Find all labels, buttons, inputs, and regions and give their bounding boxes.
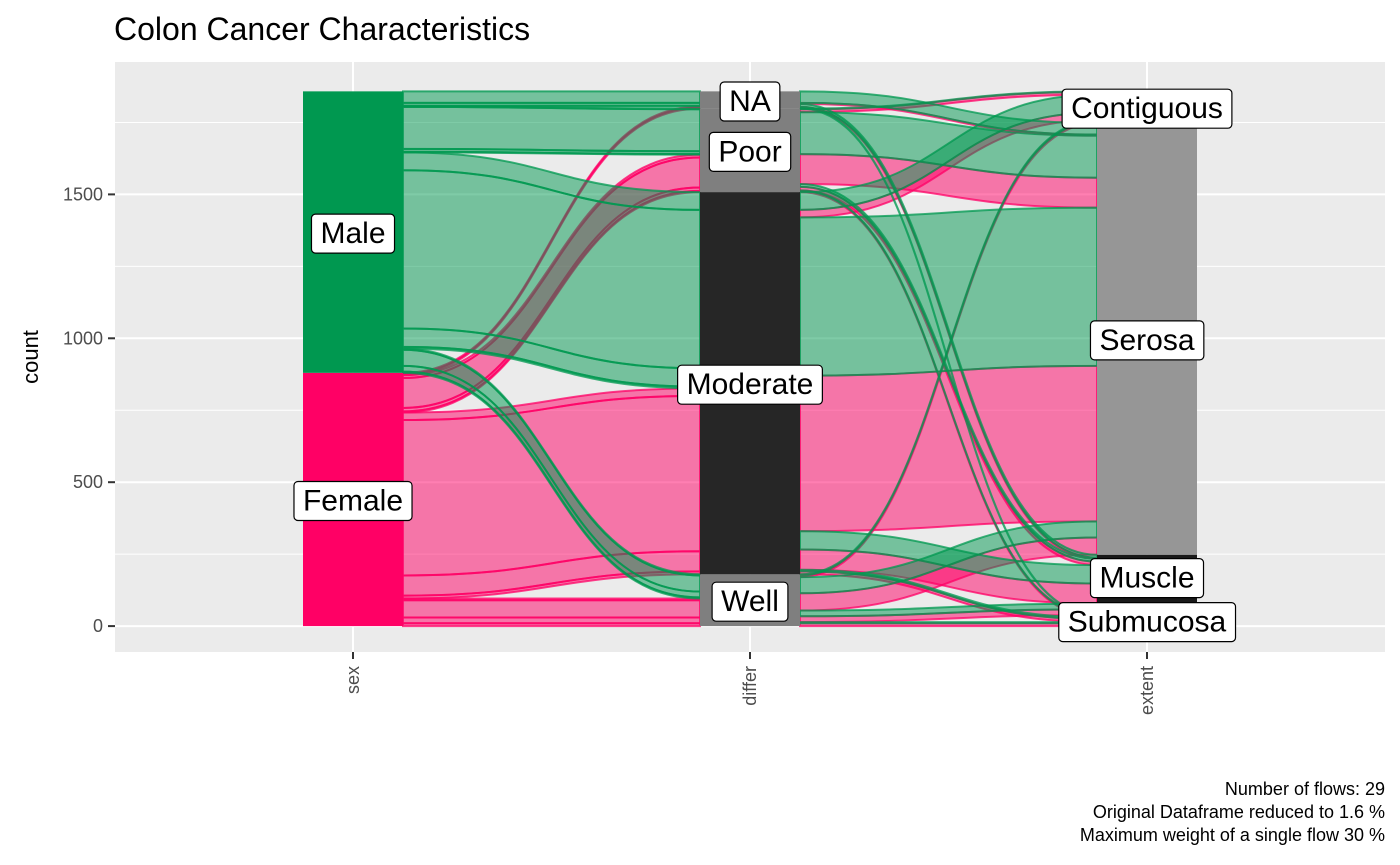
stratum-labels: Female Male Well Moderate Poor NA Submucosa Mus…: [293, 81, 1237, 643]
stratum-label-male: Male: [320, 217, 385, 250]
flow-ribbons: [402, 90, 1098, 628]
stratum-label-muscle: Muscle: [1099, 562, 1194, 595]
caption-line: Number of flows: 29: [1225, 779, 1385, 799]
y-tick-label: 0: [93, 616, 103, 636]
flow-ribbon-sex-differ: [402, 599, 701, 619]
x-axis: sex differ extent: [343, 652, 1157, 715]
stratum-label-box: [1058, 602, 1237, 643]
flow-ribbon-sex-differ: [402, 105, 701, 153]
flow-ribbon-sex-differ: [402, 597, 701, 602]
caption: Number of flows: 29 Original Dataframe re…: [1080, 779, 1385, 845]
stratum-label-well: Well: [721, 585, 779, 618]
stratum-label-box: [1089, 558, 1205, 599]
y-tick-label: 1500: [63, 184, 103, 204]
flow-ribbon-differ-extent: [799, 621, 1098, 625]
stratum-label-box: [293, 480, 413, 522]
x-tick-label-sex: sex: [343, 666, 363, 694]
stratum-label-poor: Poor: [718, 135, 781, 168]
stratum-label-female: Female: [303, 484, 403, 517]
stratum-label-na: NA: [729, 85, 771, 118]
caption-line: Original Dataframe reduced to 1.6 %: [1093, 802, 1385, 822]
stratum-label-submucosa: Submucosa: [1068, 606, 1227, 639]
x-tick-label-extent: extent: [1137, 666, 1157, 715]
y-tick-label: 1000: [63, 328, 103, 348]
stratum-label-box: [1061, 88, 1233, 129]
y-tick-label: 500: [73, 472, 103, 492]
stratum-label-box: [677, 364, 823, 405]
chart-title: Colon Cancer Characteristics: [114, 11, 530, 47]
y-axis: 0 500 1000 1500: [63, 184, 115, 636]
stratum-label-contiguous: Contiguous: [1071, 92, 1223, 125]
caption-line: Maximum weight of a single flow 30 %: [1080, 825, 1385, 845]
stratum-label-box: [711, 581, 789, 622]
flow-ribbon-sex-differ: [402, 90, 701, 104]
stratum-label-box: [310, 213, 396, 254]
x-tick-label-differ: differ: [740, 666, 760, 706]
stratum-label-moderate: Moderate: [687, 368, 814, 401]
stratum-label-box: [708, 131, 792, 172]
stratum-label-serosa: Serosa: [1099, 324, 1194, 357]
flow-ribbon-differ-extent: [799, 364, 1098, 533]
stratum-label-box: [719, 81, 781, 122]
stratum-label-box: [1089, 320, 1205, 361]
flow-ribbon-differ-extent: [799, 206, 1098, 377]
y-axis-title: count: [18, 330, 43, 384]
